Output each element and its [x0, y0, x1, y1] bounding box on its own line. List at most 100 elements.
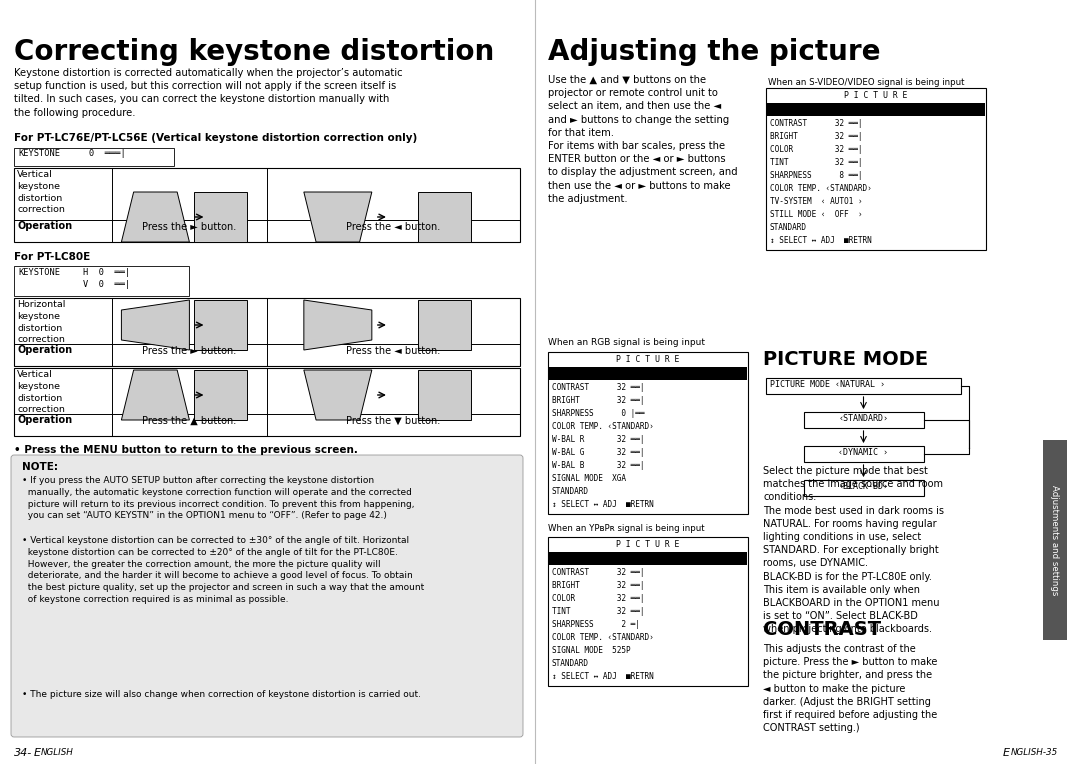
Text: COLOR         32 ══|: COLOR 32 ══| [770, 145, 863, 154]
Polygon shape [121, 370, 189, 420]
Text: PICTURE MODE ‹NATURAL ›: PICTURE MODE ‹NATURAL › [770, 380, 885, 389]
Bar [14, 368, 519, 436]
Bar [418, 370, 471, 420]
Text: COLOR TEMP. ‹STANDARD›: COLOR TEMP. ‹STANDARD› [552, 633, 653, 642]
Text: COLOR TEMP. ‹STANDARD›: COLOR TEMP. ‹STANDARD› [770, 184, 872, 193]
Text: ↕ SELECT ↔ ADJ  ■RETRN: ↕ SELECT ↔ ADJ ■RETRN [552, 672, 653, 681]
Bar [194, 192, 247, 242]
Text: TINT          32 ══|: TINT 32 ══| [770, 158, 863, 167]
Polygon shape [303, 192, 372, 242]
Text: COLOR TEMP. ‹STANDARD›: COLOR TEMP. ‹STANDARD› [552, 422, 653, 431]
Text: NOTE:: NOTE: [22, 462, 58, 472]
Bar [804, 412, 923, 428]
Text: KEYSTONE: KEYSTONE [18, 268, 60, 277]
Text: NGLISH: NGLISH [41, 748, 73, 757]
Text: Press the ▼ button.: Press the ▼ button. [347, 416, 441, 426]
Bar [548, 352, 748, 514]
Text: • If you press the AUTO SETUP button after correcting the keystone distortion
  : • If you press the AUTO SETUP button aft… [22, 476, 415, 520]
Text: E: E [33, 748, 41, 758]
Text: SHARPNESS      2 ═|: SHARPNESS 2 ═| [552, 620, 639, 629]
Bar [767, 103, 985, 116]
Polygon shape [303, 300, 372, 350]
Bar [549, 552, 747, 565]
Polygon shape [121, 192, 189, 242]
Text: Vertical
keystone
distortion
correction: Vertical keystone distortion correction [17, 170, 65, 215]
Text: SIGNAL MODE  XGA: SIGNAL MODE XGA [552, 474, 626, 483]
Bar [14, 266, 189, 296]
FancyBboxPatch shape [11, 455, 523, 737]
Text: For PT-LC80E: For PT-LC80E [14, 252, 91, 262]
Text: TINT          32 ══|: TINT 32 ══| [552, 607, 645, 616]
Text: PICTURE MODE ‹STANDARD›: PICTURE MODE ‹STANDARD› [592, 553, 704, 562]
Text: Press the ► button.: Press the ► button. [143, 346, 237, 356]
Text: Keystone distortion is corrected automatically when the projector’s automatic
se: Keystone distortion is corrected automat… [14, 68, 403, 118]
Text: Press the ◄ button.: Press the ◄ button. [347, 222, 441, 232]
Text: When an S-VIDEO/VIDEO signal is being input: When an S-VIDEO/VIDEO signal is being in… [768, 78, 964, 87]
Text: COLOR         32 ══|: COLOR 32 ══| [552, 594, 645, 603]
Text: Press the ◄ button.: Press the ◄ button. [347, 346, 441, 356]
Bar [418, 300, 471, 350]
Text: CONTRAST      32 ══|: CONTRAST 32 ══| [552, 383, 645, 392]
Text: Operation: Operation [17, 415, 72, 425]
Text: Press the ► button.: Press the ► button. [143, 222, 237, 232]
Text: STANDARD: STANDARD [770, 223, 807, 232]
Text: When an YPʙPʀ signal is being input: When an YPʙPʀ signal is being input [548, 524, 704, 533]
Text: Correcting keystone distortion: Correcting keystone distortion [14, 38, 495, 66]
Text: SIGNAL MODE  525P: SIGNAL MODE 525P [552, 646, 631, 655]
Text: KEYSTONE: KEYSTONE [18, 149, 60, 158]
Text: CONTRAST      32 ══|: CONTRAST 32 ══| [770, 119, 863, 128]
Text: ↕ SELECT ↔ ADJ  ■RETRN: ↕ SELECT ↔ ADJ ■RETRN [770, 236, 872, 245]
Bar [14, 298, 519, 366]
Text: Operation: Operation [17, 221, 72, 231]
Text: BRIGHT        32 ══|: BRIGHT 32 ══| [770, 132, 863, 141]
Text: W-BAL R       32 ══|: W-BAL R 32 ══| [552, 435, 645, 444]
Text: P I C T U R E: P I C T U R E [845, 91, 907, 100]
Text: NGLISH-35: NGLISH-35 [1011, 748, 1058, 757]
Bar [1043, 440, 1067, 640]
Text: SHARPNESS      0 |══: SHARPNESS 0 |══ [552, 409, 645, 418]
Text: Press the ▲ button.: Press the ▲ button. [143, 416, 237, 426]
Text: PICTURE MODE: PICTURE MODE [762, 350, 928, 369]
Text: STANDARD: STANDARD [552, 487, 589, 496]
Text: BRIGHT        32 ══|: BRIGHT 32 ══| [552, 581, 645, 590]
Text: Adjustments and settings: Adjustments and settings [1051, 485, 1059, 595]
Text: ‹BLACK-BD›: ‹BLACK-BD› [838, 482, 889, 491]
Text: W-BAL G       32 ══|: W-BAL G 32 ══| [552, 448, 645, 457]
Text: CONTRAST      32 ══|: CONTRAST 32 ══| [552, 568, 645, 577]
Bar [418, 192, 471, 242]
Text: Vertical
keystone
distortion
correction: Vertical keystone distortion correction [17, 370, 65, 414]
Text: Adjusting the picture: Adjusting the picture [548, 38, 880, 66]
Text: • Vertical keystone distortion can be corrected to ±30° of the angle of tilt. Ho: • Vertical keystone distortion can be co… [22, 536, 424, 604]
Polygon shape [303, 370, 372, 420]
Bar [766, 378, 961, 394]
Text: • The picture size will also change when correction of keystone distortion is ca: • The picture size will also change when… [22, 690, 421, 699]
Bar [194, 300, 247, 350]
Text: TV-SYSTEM  ‹ AUTO1 ›: TV-SYSTEM ‹ AUTO1 › [770, 197, 863, 206]
Bar [548, 537, 748, 686]
Text: E: E [1003, 748, 1010, 758]
Text: SHARPNESS      8 ══|: SHARPNESS 8 ══| [770, 171, 863, 180]
Text: STILL MODE ‹  OFF  ›: STILL MODE ‹ OFF › [770, 210, 863, 219]
Polygon shape [121, 300, 189, 350]
Text: Use the ▲ and ▼ buttons on the
projector or remote control unit to
select an ite: Use the ▲ and ▼ buttons on the projector… [548, 75, 738, 204]
Text: H  0  ══|: H 0 ══| [83, 268, 131, 277]
Text: CONTRAST: CONTRAST [762, 620, 881, 639]
Text: PICTURE MODE ‹STANDARD›: PICTURE MODE ‹STANDARD› [820, 104, 932, 113]
Bar [194, 370, 247, 420]
Text: P I C T U R E: P I C T U R E [617, 540, 679, 549]
Text: Horizontal
keystone
distortion
correction: Horizontal keystone distortion correctio… [17, 300, 66, 345]
Bar [766, 88, 986, 250]
Text: When an RGB signal is being input: When an RGB signal is being input [548, 338, 705, 347]
Text: 34-: 34- [14, 748, 32, 758]
Text: 0  ═══|: 0 ═══| [89, 149, 125, 158]
Text: • Press the MENU button to return to the previous screen.: • Press the MENU button to return to the… [14, 445, 357, 455]
Text: This adjusts the contrast of the
picture. Press the ► button to make
the picture: This adjusts the contrast of the picture… [762, 644, 937, 733]
Text: PICTURE MODE ‹STANDARD›: PICTURE MODE ‹STANDARD› [592, 368, 704, 377]
Text: BRIGHT        32 ══|: BRIGHT 32 ══| [552, 396, 645, 405]
Text: For PT-LC76E/PT-LC56E (Vertical keystone distortion correction only): For PT-LC76E/PT-LC56E (Vertical keystone… [14, 133, 417, 143]
Bar [804, 446, 923, 462]
Text: W-BAL B       32 ══|: W-BAL B 32 ══| [552, 461, 645, 470]
Text: P I C T U R E: P I C T U R E [617, 355, 679, 364]
Text: Select the picture mode that best
matches the image source and room
conditions.
: Select the picture mode that best matche… [762, 466, 944, 634]
Bar [549, 367, 747, 380]
